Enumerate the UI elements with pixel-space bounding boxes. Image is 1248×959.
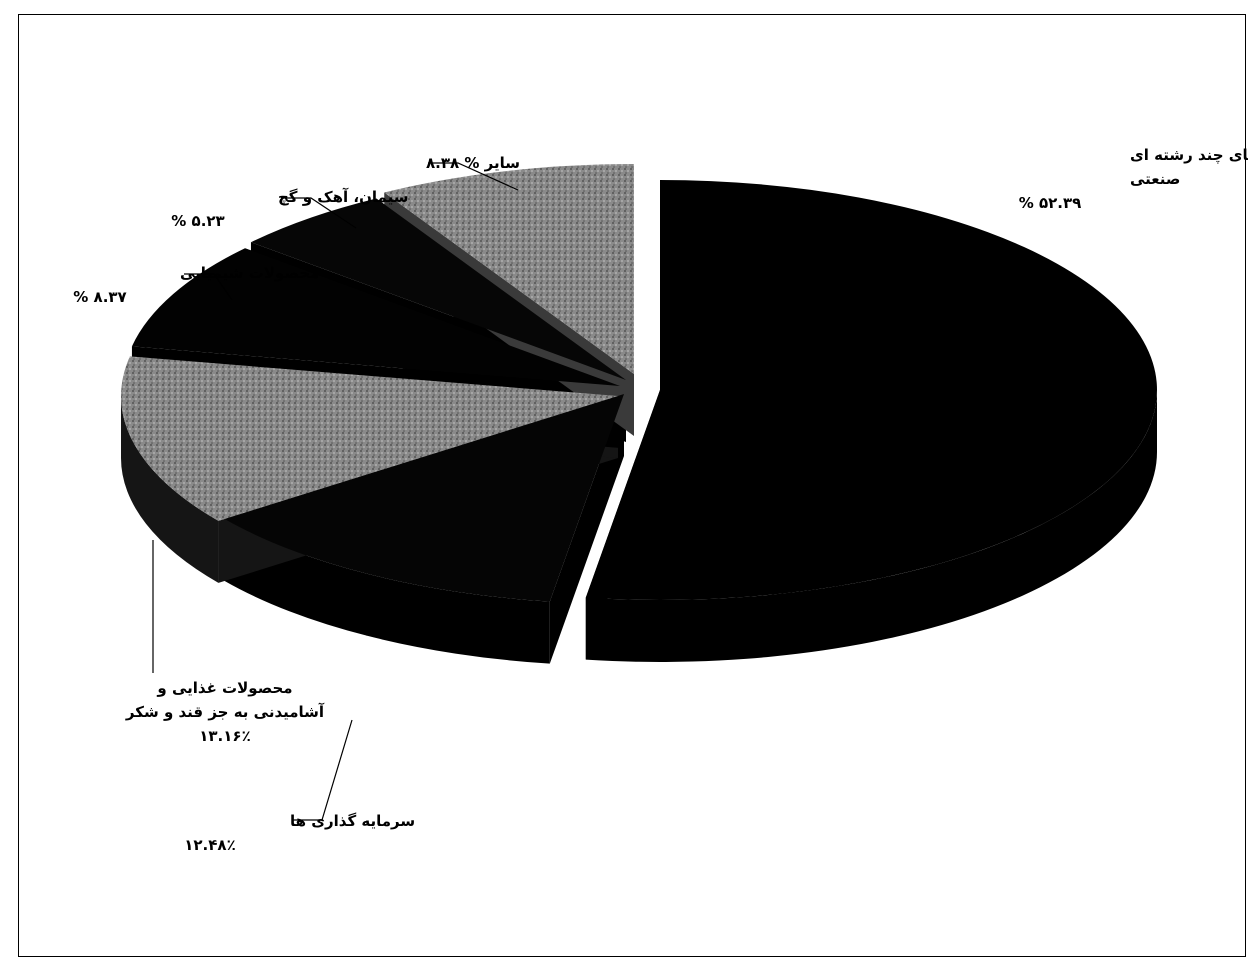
slice-name-line-5-0: سایر % ۸.۳۸ bbox=[426, 154, 520, 172]
slice-side-0 bbox=[585, 390, 1157, 662]
pie-slice-0 bbox=[585, 180, 1158, 601]
leader-line-5 bbox=[428, 162, 519, 191]
slice-name-line-2-0: محصولات غذایی و bbox=[156, 679, 292, 697]
slice-name-line-2-1: آشامیدنی به جز قند و شکر bbox=[125, 703, 325, 721]
slice-value-3: ۸.۳۷ % bbox=[73, 288, 126, 306]
slice-side-1 bbox=[224, 518, 550, 664]
slice-name-line-0-0: شرکتهای چند رشته ای bbox=[1130, 146, 1248, 165]
pie-slice-2 bbox=[120, 356, 618, 521]
slice-name-line-0-1: صنعتی bbox=[1130, 170, 1180, 188]
slice-name-line-4-0: سیمان، آهک و گچ bbox=[278, 188, 409, 206]
pie-slice-4 bbox=[250, 198, 626, 380]
slice-value-0: ۵۲.۳۹ % bbox=[1019, 194, 1082, 212]
slice-value-1: ۱۲.۴۸٪ bbox=[184, 836, 235, 854]
slice-label-5: سایر % ۸.۳۸ bbox=[426, 154, 520, 172]
slice-name-line-3-0: محصولات شیمیایی bbox=[180, 264, 319, 282]
slice-label-1: سرمایه گذاری ها ۱۲.۴۸٪ bbox=[184, 812, 415, 854]
slice-name-line-1-0: سرمایه گذاری ها bbox=[290, 812, 415, 830]
leader-line-4 bbox=[281, 197, 357, 229]
pie-slice-3 bbox=[131, 248, 620, 386]
slice-value-2: ۱۳.۱۶٪ bbox=[199, 727, 250, 745]
slice-side-2 bbox=[121, 396, 219, 583]
leader-line-1 bbox=[292, 719, 353, 821]
slice-label-0: شرکتهای چند رشته ای صنعتی ۵۲.۳۹ % bbox=[1019, 146, 1248, 212]
slice-value-4: ۵.۲۳ % bbox=[171, 212, 224, 230]
slice-label-4: سیمان، آهک و گچ ۵.۲۳ % bbox=[171, 188, 408, 230]
slice-label-3: محصولات شیمیایی ۸.۳۷ % bbox=[73, 264, 319, 306]
leader-line-3 bbox=[184, 273, 233, 301]
pie-slice-5 bbox=[384, 164, 634, 374]
pie-slice-1 bbox=[224, 394, 624, 602]
slice-label-2: محصولات غذایی و آشامیدنی به جز قند و شکر ۱… bbox=[125, 679, 325, 745]
